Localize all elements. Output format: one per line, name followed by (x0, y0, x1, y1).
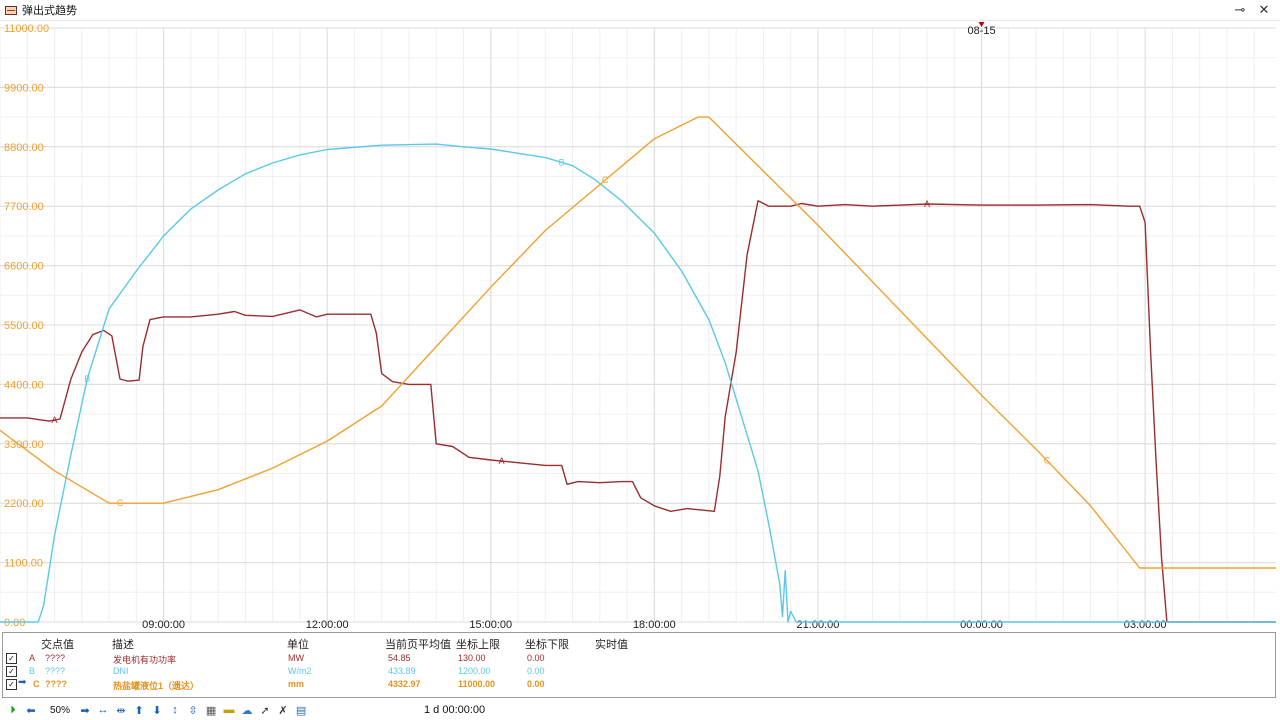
series-marker-a: A (52, 415, 58, 425)
series-marker-c: C (117, 498, 124, 508)
legend-letter-a: A (29, 653, 36, 663)
legend-checkbox-c[interactable]: ✓ (6, 679, 17, 690)
legend-avg-a: 54.85 (388, 653, 411, 663)
y-tick-label: 3300.00 (4, 439, 44, 451)
legend-lower-b: 0.00 (527, 666, 545, 676)
series-marker-c: C (602, 175, 609, 185)
legend-header-unit: 单位 (287, 639, 309, 651)
x-tick-label: 12:00:00 (306, 619, 349, 631)
legend-upper-b: 1200.00 (458, 666, 491, 676)
shrink-vertical-icon[interactable]: ⇳ (188, 704, 198, 717)
series-marker-c: C (1044, 456, 1051, 466)
window-title: 弹出式趋势 (22, 5, 77, 17)
series-line-b (0, 143, 1276, 623)
x-tick-label: 21:00:00 (797, 619, 840, 631)
series-line-c (0, 116, 1276, 569)
legend-header-lower: 坐标下限 (525, 639, 569, 651)
back-arrow-icon[interactable]: ⬅ (26, 704, 36, 717)
series-marker-a: A (499, 456, 505, 466)
close-icon[interactable]: ✕ (1258, 2, 1270, 17)
tag-icon[interactable]: ▬ (223, 704, 235, 716)
expand-vertical-icon[interactable]: ↕ (172, 704, 178, 716)
y-tick-label: 2200.00 (4, 498, 44, 510)
forward-arrow-icon[interactable]: ➡ (80, 704, 90, 717)
selected-row-arrow-icon: ➡ (18, 677, 27, 688)
legend-letter-c: C (33, 679, 40, 689)
date-marker-label: 08-15 (967, 25, 995, 37)
legend-header-point: 交点值 (41, 639, 74, 651)
legend-point-a: ???? (45, 653, 66, 663)
y-tick-label: 4400.00 (4, 379, 44, 391)
x-tick-label: 09:00:00 (142, 619, 185, 631)
legend-row-a[interactable]: ✓ A ???? 发电机有功功率 MW 54.85 130.00 0.00 (3, 653, 1275, 667)
cloud-icon[interactable]: ☁ (241, 704, 253, 717)
trend-app-icon (5, 4, 17, 16)
legend-unit-c: mm (288, 679, 305, 689)
pin-icon[interactable]: ⊸ (1234, 2, 1246, 17)
legend-unit-b: W/m2 (288, 666, 312, 676)
legend-checkbox-a[interactable]: ✓ (6, 653, 17, 664)
legend-table: 交点值 描述 单位 当前页平均值 坐标上限 坐标下限 实时值 ✓ A ???? … (2, 632, 1276, 698)
play-pause-icon[interactable]: ⏵ (10, 703, 16, 716)
legend-lower-c: 0.00 (527, 679, 545, 689)
y-tick-label: 1100.00 (4, 558, 43, 570)
expand-horizontal-icon[interactable]: ↔ (97, 704, 109, 716)
legend-header-realtime: 实时值 (595, 639, 628, 651)
legend-header-desc: 描述 (112, 639, 134, 651)
scroll-up-icon[interactable]: ⬆ (134, 704, 144, 717)
series-marker-a: A (924, 199, 930, 209)
y-tick-label: 5500.00 (4, 320, 44, 332)
legend-checkbox-b[interactable]: ✓ (6, 666, 17, 677)
legend-unit-a: MW (288, 653, 304, 663)
x-tick-label: 03:00:00 (1124, 619, 1167, 631)
cursor-icon[interactable]: ➚ (260, 704, 270, 717)
legend-header-avg: 当前页平均值 (385, 639, 451, 651)
legend-avg-c: 4332.97 (388, 679, 421, 689)
legend-desc-c: 热盐罐液位1（遗达） (113, 681, 200, 691)
y-tick-label: 8800.00 (4, 142, 44, 154)
date-marker-icon (978, 22, 985, 27)
bottom-toolbar: ⏵ ⬅ 50% ➡ ↔ ⇹ ⬆ ⬇ ↕ ⇳ ▦ ▬ ☁ ➚ ✗ ▤ (0, 700, 1280, 720)
legend-desc-a: 发电机有功功率 (113, 655, 177, 665)
y-tick-label: 7700.00 (4, 201, 44, 213)
scroll-down-icon[interactable]: ⬇ (152, 704, 162, 717)
y-tick-label: 11000.00 (4, 23, 49, 35)
series-marker-b: B (559, 157, 565, 167)
window-titlebar: 弹出式趋势 ⊸ ✕ (0, 0, 1280, 21)
x-tick-label: 00:00:00 (960, 619, 1003, 631)
legend-upper-c: 11000.00 (458, 679, 496, 689)
shrink-horizontal-icon[interactable]: ⇹ (116, 704, 126, 717)
legend-point-b: ???? (45, 666, 66, 676)
major-grid (0, 27, 1276, 623)
x-tick-label: 18:00:00 (633, 619, 676, 631)
y-tick-label: 6600.00 (4, 261, 44, 273)
legend-header-upper: 坐标上限 (456, 639, 500, 651)
legend-letter-b: B (29, 666, 36, 676)
legend-upper-a: 130.00 (458, 653, 486, 663)
trend-chart[interactable]: 11000.00 9900.00 8800.00 7700.00 6600.00 5500… (0, 20, 1280, 632)
table-icon[interactable]: ▤ (295, 704, 307, 717)
zoom-level[interactable]: 50% (50, 704, 71, 716)
y-tick-label: 0.00 (4, 617, 25, 629)
clear-cursor-icon[interactable]: ✗ (278, 704, 288, 717)
time-span-readout: 1 d 00:00:00 (424, 704, 486, 716)
legend-row-b[interactable]: ✓ B ???? DNI W/m2 433.89 1200.00 0.00 (3, 666, 1275, 680)
legend-point-c: ???? (45, 679, 67, 689)
legend-row-c[interactable]: ✓ ➡ C ???? 热盐罐液位1（遗达） mm 4332.97 11000.0… (3, 677, 1275, 693)
legend-lower-a: 0.00 (527, 653, 545, 663)
series-marker-b: B (84, 374, 90, 384)
legend-desc-b: DNI (113, 666, 129, 676)
y-tick-label: 9900.00 (4, 82, 44, 94)
series-line-a (0, 200, 1276, 623)
legend-avg-b: 433.89 (388, 666, 416, 676)
calculator-icon[interactable]: ▦ (205, 704, 217, 717)
x-tick-label: 15:00:00 (469, 619, 512, 631)
